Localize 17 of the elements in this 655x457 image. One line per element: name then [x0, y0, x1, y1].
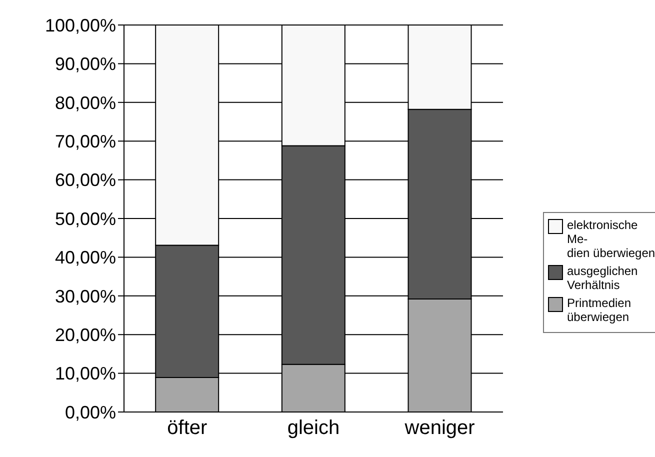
- y-tick-label: 10,00%: [54, 364, 116, 384]
- y-tick-label: 0,00%: [64, 402, 116, 422]
- x-tick-label: gleich: [287, 417, 340, 440]
- legend-label: Printmedien überwiegen: [567, 296, 632, 324]
- x-tick-label: weniger: [404, 417, 476, 440]
- legend-label: elektronische Me- dien überwiegen: [567, 218, 655, 260]
- x-tick-label: öfter: [167, 417, 208, 440]
- y-tick-label: 90,00%: [54, 54, 116, 74]
- y-tick-label: 40,00%: [54, 248, 116, 268]
- y-tick-label: 30,00%: [54, 286, 116, 306]
- y-tick-label: 80,00%: [54, 92, 116, 113]
- y-tick-label: 60,00%: [54, 170, 116, 190]
- y-tick-label: 50,00%: [54, 208, 116, 229]
- legend-label: ausgeglichen Verhältnis: [567, 264, 638, 292]
- y-tick-label: 100,00%: [44, 15, 116, 36]
- y-tick-label: 20,00%: [54, 324, 116, 345]
- y-tick-label: 70,00%: [54, 131, 116, 152]
